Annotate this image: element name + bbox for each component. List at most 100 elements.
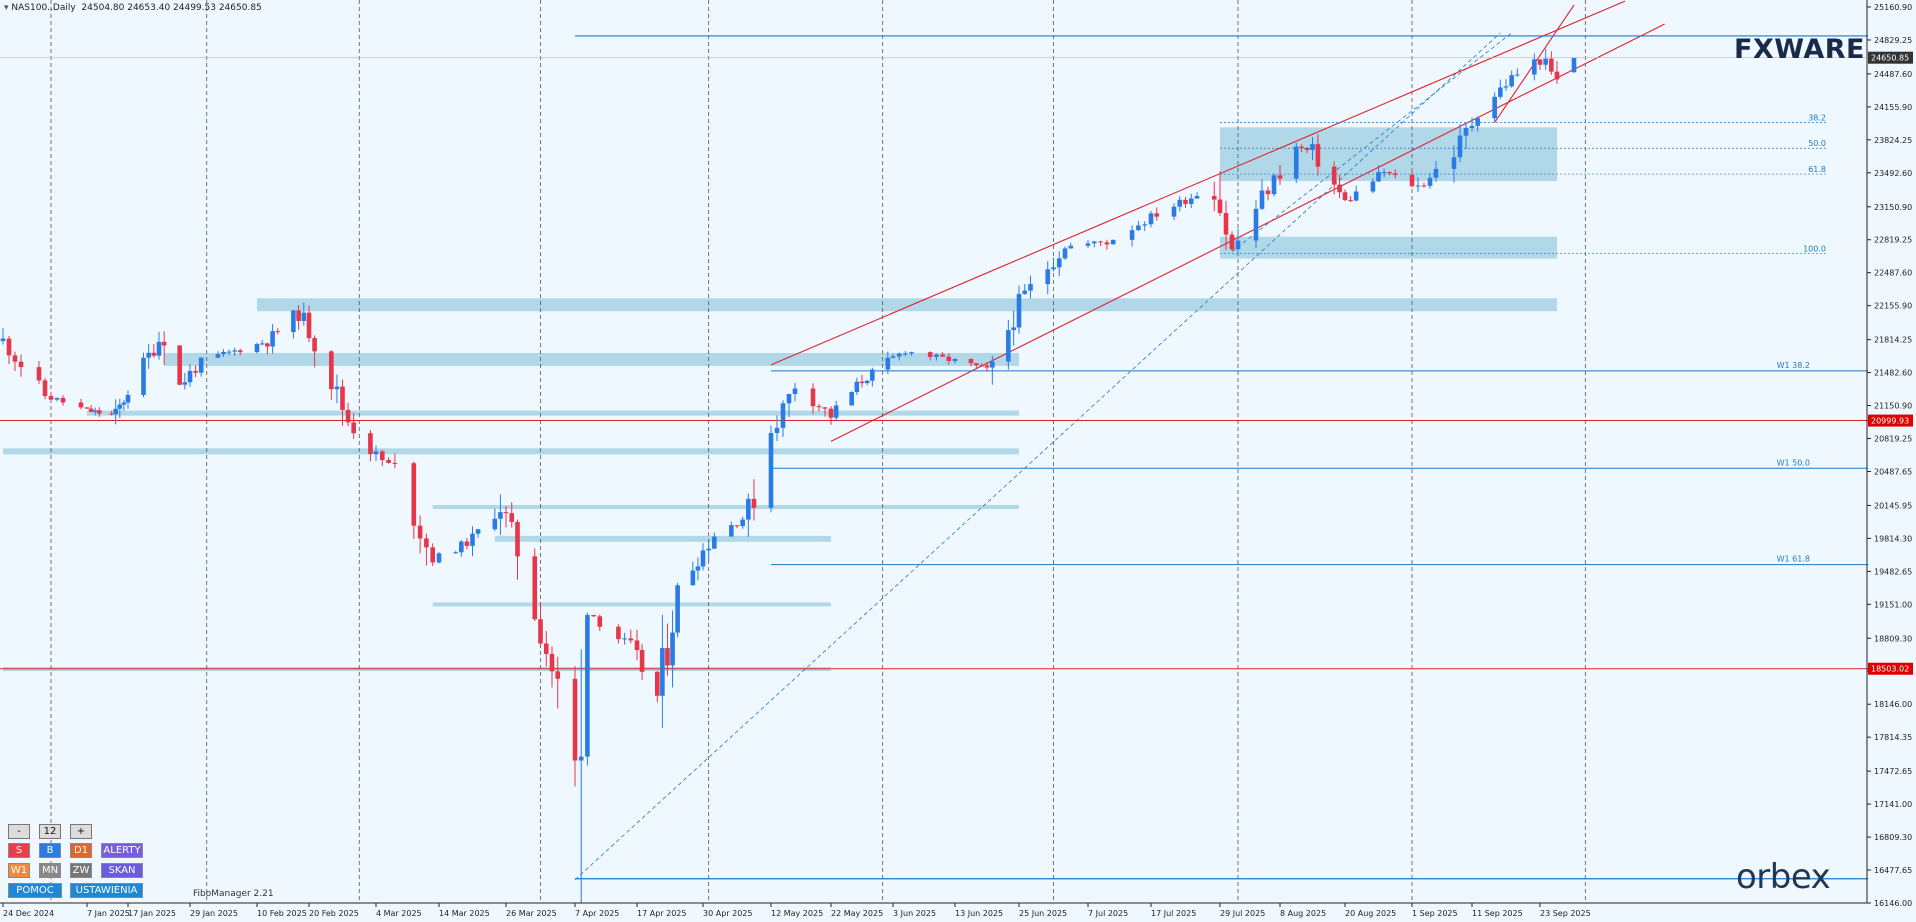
candle[interactable] xyxy=(1353,185,1359,202)
candle[interactable] xyxy=(1229,231,1235,252)
candle[interactable] xyxy=(1515,68,1520,77)
fibo-diagonal[interactable] xyxy=(574,32,1501,881)
candle[interactable] xyxy=(543,630,549,667)
candle[interactable] xyxy=(660,614,665,728)
candle[interactable] xyxy=(424,533,429,566)
candle[interactable] xyxy=(254,342,260,354)
candle[interactable] xyxy=(1098,240,1103,247)
candle[interactable] xyxy=(498,494,503,536)
candle[interactable] xyxy=(729,521,734,537)
candle[interactable] xyxy=(78,398,84,410)
candle[interactable] xyxy=(1277,164,1283,185)
candle[interactable] xyxy=(616,624,621,644)
candle[interactable] xyxy=(411,461,417,539)
candle[interactable] xyxy=(1051,257,1056,272)
candle[interactable] xyxy=(351,413,356,440)
candle[interactable] xyxy=(1293,142,1299,184)
candle[interactable] xyxy=(345,402,351,427)
price-zone[interactable] xyxy=(3,448,1019,455)
candle[interactable] xyxy=(1011,310,1016,346)
candle[interactable] xyxy=(1463,123,1469,150)
candle[interactable] xyxy=(1235,228,1241,255)
timeframe-mn-button[interactable]: MN xyxy=(39,863,61,878)
candle[interactable] xyxy=(572,666,578,787)
candle[interactable] xyxy=(36,361,42,384)
candle[interactable] xyxy=(1022,284,1028,295)
candle[interactable] xyxy=(373,445,379,461)
candle[interactable] xyxy=(417,515,423,554)
candle[interactable] xyxy=(1016,285,1022,334)
candle[interactable] xyxy=(1387,171,1392,176)
candle[interactable] xyxy=(1271,173,1277,197)
scan-button[interactable]: SKAN xyxy=(101,863,143,878)
candle[interactable] xyxy=(706,539,711,562)
candle[interactable] xyxy=(6,335,12,365)
candle[interactable] xyxy=(859,374,865,388)
candle[interactable] xyxy=(464,538,470,550)
candle[interactable] xyxy=(1498,79,1503,100)
candle[interactable] xyxy=(655,670,660,703)
candle[interactable] xyxy=(1415,177,1421,193)
candle[interactable] xyxy=(492,508,498,532)
candle[interactable] xyxy=(1056,251,1062,277)
buy-button[interactable]: B xyxy=(39,843,61,858)
candle[interactable] xyxy=(1433,160,1439,182)
candle[interactable] xyxy=(1177,196,1183,212)
candle[interactable] xyxy=(1006,319,1011,370)
candle[interactable] xyxy=(740,516,745,529)
candle[interactable] xyxy=(1427,173,1433,189)
candle[interactable] xyxy=(1331,161,1337,195)
candle[interactable] xyxy=(786,393,792,418)
candle[interactable] xyxy=(532,548,538,622)
candle[interactable] xyxy=(0,328,6,345)
candle[interactable] xyxy=(296,305,301,330)
candle[interactable] xyxy=(1045,261,1051,295)
candle[interactable] xyxy=(816,403,822,412)
candle[interactable] xyxy=(940,351,945,357)
candle[interactable] xyxy=(306,305,312,343)
candle[interactable] xyxy=(1223,200,1229,250)
candle[interactable] xyxy=(1028,275,1033,299)
candle[interactable] xyxy=(430,543,435,567)
timeframe-w1-button[interactable]: W1 xyxy=(8,863,30,878)
candle[interactable] xyxy=(555,656,561,709)
candle[interactable] xyxy=(538,603,543,647)
candle[interactable] xyxy=(503,506,509,528)
candle[interactable] xyxy=(1211,181,1217,212)
candle[interactable] xyxy=(1342,189,1348,202)
candle[interactable] xyxy=(675,582,680,638)
candle[interactable] xyxy=(979,363,984,367)
candle[interactable] xyxy=(1554,61,1560,84)
candle[interactable] xyxy=(156,331,162,360)
candle[interactable] xyxy=(42,378,48,400)
candle[interactable] xyxy=(291,309,296,339)
candle[interactable] xyxy=(1136,220,1141,231)
candle[interactable] xyxy=(270,324,275,354)
candle[interactable] xyxy=(1370,178,1376,194)
candle[interactable] xyxy=(1543,49,1548,70)
candle[interactable] xyxy=(768,425,774,513)
candle[interactable] xyxy=(48,391,54,401)
candle[interactable] xyxy=(690,561,696,586)
candle[interactable] xyxy=(340,379,345,426)
zoom-out-button[interactable]: - xyxy=(8,824,30,839)
candle[interactable] xyxy=(97,407,102,417)
price-zone[interactable] xyxy=(432,602,831,607)
candle[interactable] xyxy=(1392,169,1398,179)
candle[interactable] xyxy=(896,352,902,361)
candle-last[interactable] xyxy=(1571,57,1577,73)
zw-button[interactable]: ZW xyxy=(70,863,92,878)
candle[interactable] xyxy=(232,347,237,356)
settings-button[interactable]: USTAWIENIA xyxy=(70,883,143,898)
candle[interactable] xyxy=(436,552,442,564)
candle[interactable] xyxy=(927,351,933,361)
candle[interactable] xyxy=(301,302,307,326)
candle[interactable] xyxy=(182,372,188,390)
candle[interactable] xyxy=(1537,59,1543,70)
candle[interactable] xyxy=(810,383,816,414)
sell-button[interactable]: S xyxy=(8,843,30,858)
candle[interactable] xyxy=(459,540,464,557)
candle[interactable] xyxy=(622,632,627,645)
